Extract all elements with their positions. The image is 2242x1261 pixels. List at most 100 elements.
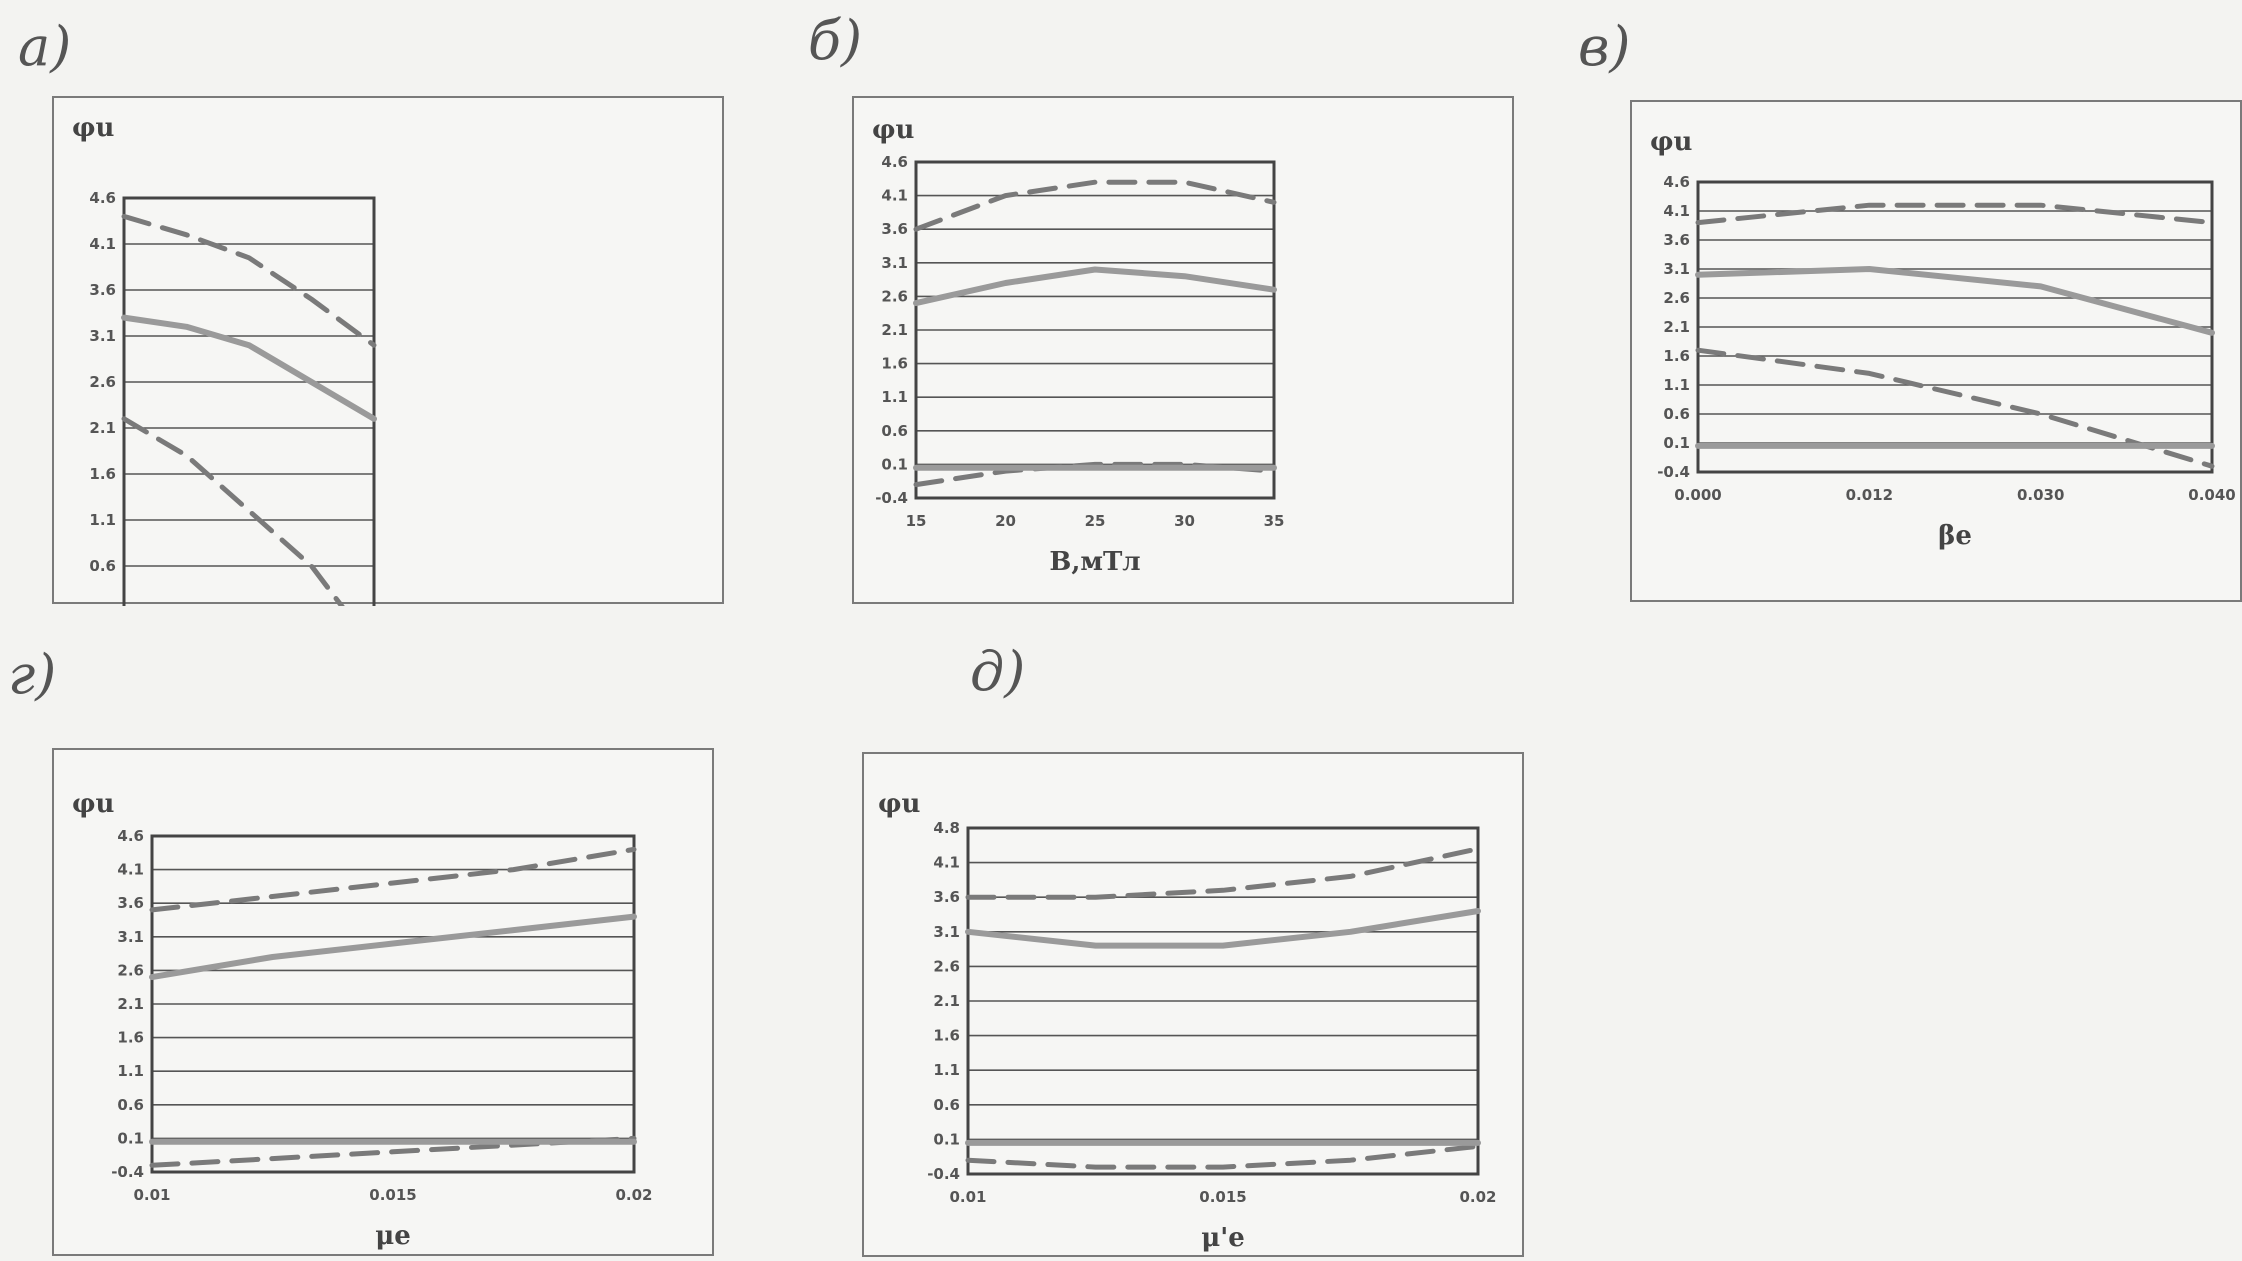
y-axis-label: φu: [872, 115, 915, 145]
chart-v-svg: 4.6 4.1 3.6 3.1 2.6 2.1 1.6 1.1 0.6 0.1 -0.4 0.000 0…: [1650, 127, 2236, 551]
y-tick-label: 1.6: [117, 1029, 144, 1047]
y-tick-label: 1.1: [933, 1061, 960, 1079]
y-tick-label: 1.6: [89, 465, 116, 483]
x-tick-label: 30: [1174, 512, 1195, 530]
series-1-line: [965, 846, 1481, 900]
y-tick-label: 1.1: [1663, 376, 1690, 394]
y-tick-label: 0.6: [117, 1096, 144, 1114]
chart-frame-g: 4.6 4.1 3.6 3.1 2.6 2.1 1.6 1.1 0.6 0.1 -0.4 0.01 0.…: [52, 748, 714, 1256]
y-axis-label: φu: [72, 113, 115, 143]
y-tick-label: 2.1: [933, 992, 960, 1010]
y-tick-label: 4.6: [117, 827, 144, 845]
chart-frame-v: 4.6 4.1 3.6 3.1 2.6 2.1 1.6 1.1 0.6 0.1 -0.4 0.000 0…: [1630, 100, 2242, 602]
y-axis-label: φu: [878, 789, 921, 819]
y-tick-label: 3.6: [89, 281, 116, 299]
y-tick-label: 2.1: [89, 419, 116, 437]
y-tick-label: 2.1: [117, 995, 144, 1013]
x-tick-label: 0.012: [1846, 486, 1893, 504]
chart-frame-a: 4.64.13.63.12.62.11.61.10.60.1-0.4123φuδ…: [52, 96, 724, 606]
x-tick-label: 0.000: [1674, 486, 1721, 504]
series-3-line: [1695, 347, 2215, 469]
x-tick-label: 0.015: [369, 1186, 416, 1204]
y-tick-label: 3.6: [881, 220, 908, 238]
series-1-line: [121, 213, 377, 348]
y-tick-label: 4.1: [117, 861, 144, 879]
y-tick-label: -0.4: [875, 489, 908, 507]
x-tick-label: 0.01: [949, 1188, 986, 1206]
series-2-line: [1695, 266, 2215, 336]
x-tick-label: 0.02: [615, 1186, 652, 1204]
y-tick-label: 0.1: [933, 1130, 960, 1148]
y-tick-label: 3.1: [881, 254, 908, 272]
y-tick-label: 4.6: [89, 189, 116, 207]
y-tick-label: 2.6: [1663, 289, 1690, 307]
y-tick-label: 3.1: [117, 928, 144, 946]
y-tick-label: 0.6: [881, 422, 908, 440]
x-tick-label: 0.02: [1459, 1188, 1496, 1206]
series-1-line: [149, 846, 637, 913]
x-axis-label: B,мТл: [1049, 547, 1140, 577]
chart-frame-d: 4.8 4.1 3.6 3.1 2.6 2.1 1.6 1.1 0.6 0.1 -0.4 0.01 0.…: [862, 752, 1524, 1257]
y-tick-label: 3.1: [933, 923, 960, 941]
y-tick-label: 2.6: [933, 957, 960, 975]
y-tick-label: 3.1: [89, 327, 116, 345]
y-tick-label: 4.8: [933, 819, 960, 837]
y-tick-label: 3.6: [1663, 231, 1690, 249]
panel-label-a: а): [18, 15, 72, 78]
y-tick-label: 0.1: [881, 455, 908, 473]
y-tick-label: 0.6: [933, 1096, 960, 1114]
y-tick-label: 0.1: [1663, 434, 1690, 452]
y-tick-label: 3.6: [117, 894, 144, 912]
x-tick-label: 20: [995, 512, 1016, 530]
y-tick-label: 4.1: [89, 235, 116, 253]
y-tick-label: 0.6: [89, 557, 116, 575]
panel-label-b: б): [808, 9, 863, 72]
x-tick-label: 15: [906, 512, 927, 530]
plot-area: [914, 160, 1276, 500]
y-tick-label: 4.1: [1663, 202, 1690, 220]
chart-b-svg: 4.6 4.1 3.6 3.1 2.6 2.1 1.6 1.1 0.6 0.1 -0.4 15 20 25…: [872, 115, 1284, 577]
y-tick-label: 3.6: [933, 888, 960, 906]
x-tick-label: 0.030: [2017, 486, 2064, 504]
series-2-line: [149, 913, 637, 981]
y-tick-label: 2.6: [881, 287, 908, 305]
y-tick-label: 2.1: [1663, 318, 1690, 336]
panel-label-v: в): [1578, 15, 1631, 78]
plot-area: [122, 196, 376, 606]
y-tick-label: 2.1: [881, 321, 908, 339]
y-axis-label: φu: [72, 789, 115, 819]
y-tick-label: -0.4: [927, 1165, 960, 1183]
series-2-line: [965, 908, 1481, 949]
y-axis-label: φu: [1650, 127, 1693, 157]
y-tick-label: 1.1: [89, 511, 116, 529]
panel-label-g: г): [8, 643, 57, 706]
y-tick-label: 4.6: [1663, 173, 1690, 191]
y-tick-label: 3.1: [1663, 260, 1690, 278]
y-tick-label: 1.6: [1663, 347, 1690, 365]
chart-frame-b: 4.6 4.1 3.6 3.1 2.6 2.1 1.6 1.1 0.6 0.1 -0.4 15 20 25…: [852, 96, 1514, 604]
y-tick-label: 1.6: [881, 355, 908, 373]
x-axis-label: μ'e: [1201, 1223, 1245, 1253]
y-tick-label: -0.4: [1657, 463, 1690, 481]
series-3-line: [121, 416, 345, 606]
series-3-line: [965, 1143, 1481, 1170]
y-tick-label: 1.1: [881, 388, 908, 406]
y-tick-label: 0.1: [89, 603, 116, 606]
series-2-line: [913, 266, 1277, 307]
chart-g-svg: 4.6 4.1 3.6 3.1 2.6 2.1 1.6 1.1 0.6 0.1 -0.4 0.01 0.…: [72, 789, 653, 1251]
y-tick-label: -0.4: [111, 1163, 144, 1181]
chart-a-svg: 4.64.13.63.12.62.11.61.10.60.1-0.4123φuδ…: [72, 113, 377, 606]
y-tick-label: 4.1: [881, 187, 908, 205]
y-tick-label: 2.6: [117, 961, 144, 979]
y-tick-label: 4.6: [881, 153, 908, 171]
y-tick-label: 1.1: [117, 1062, 144, 1080]
y-tick-label: 2.6: [89, 373, 116, 391]
panel-label-d: д): [970, 640, 1026, 703]
plot-area: [1696, 180, 2214, 474]
x-tick-label: 0.01: [133, 1186, 170, 1204]
plot-area: [150, 834, 636, 1174]
y-tick-label: 0.6: [1663, 405, 1690, 423]
series-1-line: [913, 179, 1277, 232]
x-tick-label: 25: [1085, 512, 1106, 530]
x-axis-label: βe: [1938, 521, 1972, 551]
